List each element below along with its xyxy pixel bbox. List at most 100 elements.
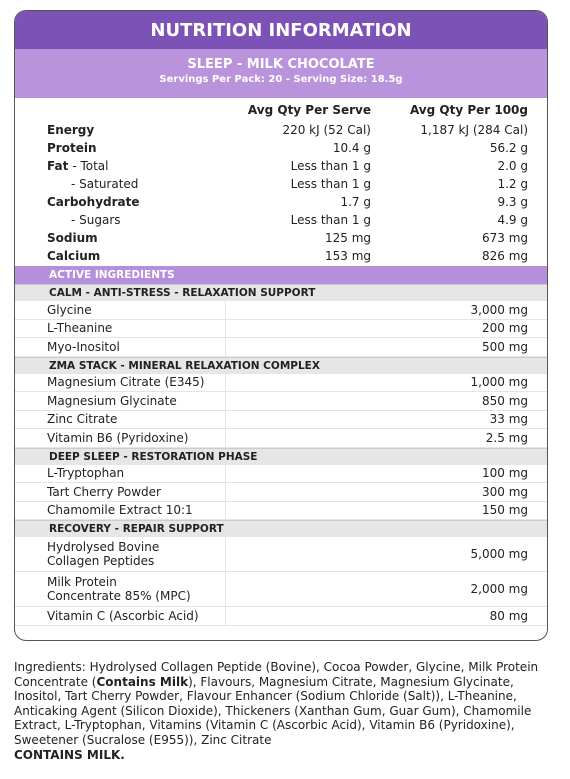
nutrient-cell: Protein xyxy=(47,139,97,157)
ingredient-name: Zinc Citrate xyxy=(47,412,118,427)
ingredient-name: L-Theanine xyxy=(47,321,113,336)
per100-value: 56.2 g xyxy=(489,141,528,155)
divider xyxy=(225,572,226,606)
divider xyxy=(225,338,226,356)
nutrient-label: Carbohydrate xyxy=(47,195,140,209)
serve-value: 153 mg xyxy=(324,249,371,263)
ingredient-row: Glycine 3,000 mg xyxy=(15,301,547,320)
per100-value: 1,187 kJ (284 Cal) xyxy=(420,123,528,137)
nutrient-cell: Calcium xyxy=(47,247,100,265)
active-title: ACTIVE INGREDIENTS xyxy=(15,266,547,284)
serve-value: 125 mg xyxy=(324,231,371,245)
nutrient-cell: Energy xyxy=(47,121,94,139)
section-header: CALM - ANTI-STRESS - RELAXATION SUPPORT xyxy=(15,284,547,301)
ingredient-amount: 2.5 mg xyxy=(485,430,528,445)
serve-value: 10.4 g xyxy=(332,141,371,155)
nutrient-row: Protein 10.4 g 56.2 g xyxy=(15,139,547,157)
section-header: RECOVERY - REPAIR SUPPORT xyxy=(15,520,547,537)
name-line: Concentrate 85% (MPC) xyxy=(47,589,191,603)
ingredient-row: Vitamin C (Ascorbic Acid) 80 mg xyxy=(15,607,547,626)
nutrient-cell: - Saturated xyxy=(71,175,138,193)
ingredients-text: ), Flavours, Magnesium Citrate, Magnesiu… xyxy=(14,674,532,747)
ingredient-name: Glycine xyxy=(47,302,92,317)
divider xyxy=(225,501,226,519)
nutrient-label: Sodium xyxy=(47,231,98,245)
ingredient-row: L-Tryptophan 100 mg xyxy=(15,464,547,483)
nutrient-label: Energy xyxy=(47,123,95,137)
nutrition-panel: NUTRITION INFORMATION SLEEP - MILK CHOCO… xyxy=(14,10,548,641)
nutrient-cell: Carbohydrate xyxy=(47,193,140,211)
nutrient-label: - Saturated xyxy=(71,177,139,191)
ingredient-name: Chamomile Extract 10:1 xyxy=(47,503,193,518)
nutrient-row: Sodium 125 mg 673 mg xyxy=(15,229,547,247)
nutrient-label: - Sugars xyxy=(71,213,121,227)
divider xyxy=(225,392,226,410)
nutrient-row: - Sugars Less than 1 g 4.9 g xyxy=(15,211,547,229)
ingredient-row: L-Theanine 200 mg xyxy=(15,319,547,338)
ingredient-amount: 1,000 mg xyxy=(470,375,528,390)
serve-value: 220 kJ (52 Cal) xyxy=(282,123,371,137)
nutrient-cell: Sodium xyxy=(47,229,98,247)
ingredient-amount: 3,000 mg xyxy=(470,302,528,317)
per100-value: 673 mg xyxy=(481,231,528,245)
ingredients-text: Ingredients: Hydrolysed Collagen Peptide… xyxy=(14,660,539,689)
nutrition-table: Avg Qty Per Serve Avg Qty Per 100g Energy 2… xyxy=(15,98,547,265)
name-line: Milk Protein xyxy=(47,575,117,589)
ingredient-amount: 2,000 mg xyxy=(470,582,528,596)
divider xyxy=(225,373,226,391)
serve-value: 1.7 g xyxy=(340,195,371,209)
divider xyxy=(225,607,226,625)
section-header: DEEP SLEEP - RESTORATION PHASE xyxy=(15,447,547,465)
ingredient-row: Tart Cherry Powder 300 mg xyxy=(15,483,547,502)
nutrient-label: Protein xyxy=(47,141,97,155)
per100-value: 9.3 g xyxy=(497,195,528,209)
product-band: SLEEP - MILK CHOCOLATE Servings Per Pack… xyxy=(15,49,547,98)
nutrient-detail: - Total xyxy=(72,159,109,173)
ingredient-name: Myo-Inositol xyxy=(47,339,120,354)
per100-value: 2.0 g xyxy=(497,159,528,173)
nutrient-cell: - Sugars xyxy=(71,211,121,229)
ingredient-row: Hydrolysed Bovine Collagen Peptides 5,000 … xyxy=(15,537,547,572)
per100-value: 4.9 g xyxy=(497,213,528,227)
per100-value: 826 mg xyxy=(481,249,528,263)
ingredient-amount: 200 mg xyxy=(481,321,528,336)
ingredient-name: Vitamin C (Ascorbic Acid) xyxy=(47,608,199,623)
per100-value: 1.2 g xyxy=(497,177,528,191)
servings: Servings Per Pack: 20 - Serving Size: 18… xyxy=(159,74,403,85)
ingredient-amount: 5,000 mg xyxy=(470,547,528,561)
ingredient-amount: 150 mg xyxy=(481,503,528,518)
ingredient-amount: 100 mg xyxy=(481,466,528,481)
serve-value: Less than 1 g xyxy=(290,177,371,191)
nutrient-cell: Fat - Total xyxy=(47,157,109,175)
nutrient-row: Energy 220 kJ (52 Cal) 1,187 kJ (284 Cal) xyxy=(15,121,547,139)
nutrient-label: Fat xyxy=(47,159,69,173)
nutrient-row: Fat - Total Less than 1 g 2.0 g xyxy=(15,157,547,175)
ingredient-name: Milk Protein Concentrate 85% (MPC) xyxy=(47,575,191,603)
divider xyxy=(225,410,226,428)
nutrient-row: Calcium 153 mg 826 mg xyxy=(15,247,547,265)
nutrient-row: - Saturated Less than 1 g 1.2 g xyxy=(15,175,547,193)
section-header: ZMA STACK - MINERAL RELAXATION COMPLEX xyxy=(15,356,547,374)
allergen-warning: CONTAINS MILK. xyxy=(14,747,125,762)
ingredient-amount: 300 mg xyxy=(481,484,528,499)
ingredient-row: Chamomile Extract 10:1 150 mg xyxy=(15,501,547,520)
name-line: Hydrolysed Bovine xyxy=(47,540,160,554)
column-header: Avg Qty Per Serve Avg Qty Per 100g xyxy=(15,98,547,121)
ingredient-row: Myo-Inositol 500 mg xyxy=(15,338,547,357)
ingredient-name: Magnesium Citrate (E345) xyxy=(47,375,205,390)
ingredient-row: Milk Protein Concentrate 85% (MPC) 2,000 m… xyxy=(15,572,547,607)
ingredients: Ingredients: Hydrolysed Collagen Peptide… xyxy=(14,660,544,762)
divider xyxy=(225,301,226,319)
ingredient-name: L-Tryptophan xyxy=(47,466,125,481)
ingredient-row: Vitamin B6 (Pyridoxine) 2.5 mg xyxy=(15,429,547,448)
ingredient-row: Zinc Citrate 33 mg xyxy=(15,410,547,429)
product-name: SLEEP - MILK CHOCOLATE xyxy=(187,57,375,72)
ingredient-amount: 500 mg xyxy=(481,339,528,354)
serve-value: Less than 1 g xyxy=(290,213,371,227)
nutrient-row: Carbohydrate 1.7 g 9.3 g xyxy=(15,193,547,211)
divider xyxy=(225,429,226,447)
ingredients-text: Contains Milk xyxy=(96,674,189,689)
ingredient-row: Magnesium Glycinate 850 mg xyxy=(15,392,547,411)
ingredient-amount: 33 mg xyxy=(489,412,528,427)
